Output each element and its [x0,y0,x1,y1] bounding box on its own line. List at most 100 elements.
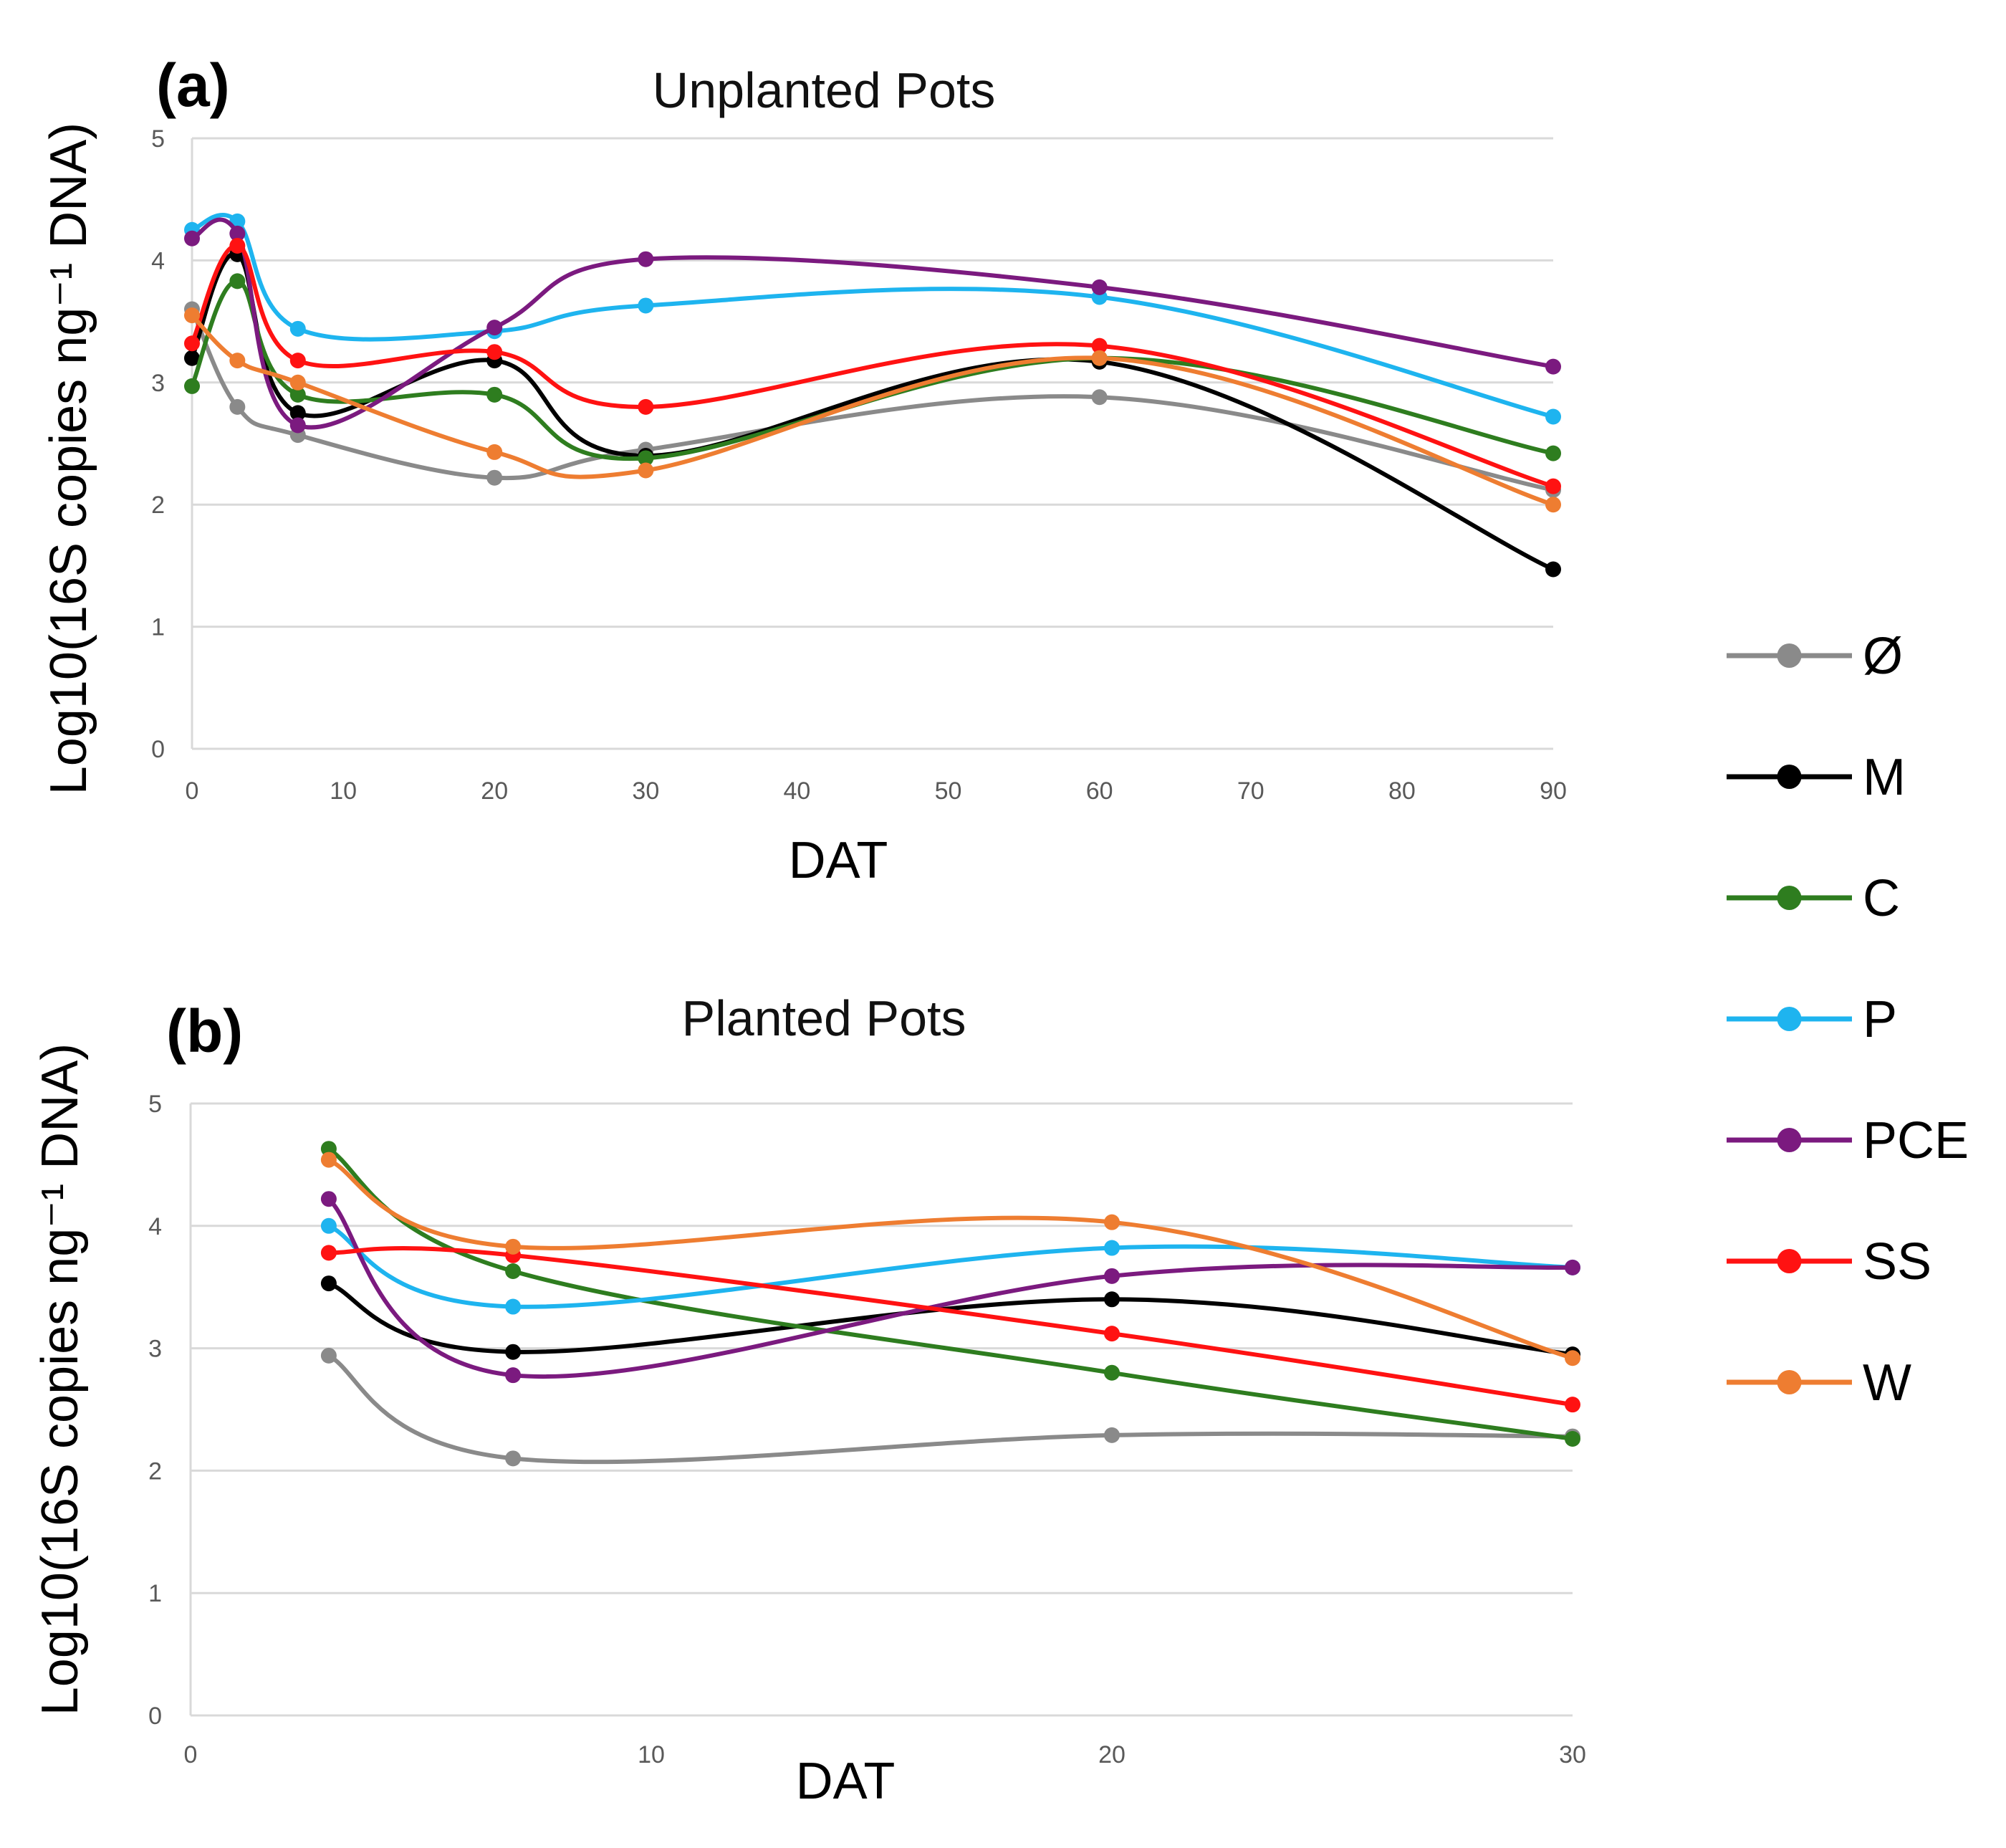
data-point-Ø-3 [320,1347,337,1364]
y-tick-label: 1 [151,614,165,641]
legend-item-C: C [1727,870,1900,927]
y-tick-label: 1 [148,1580,162,1607]
data-point-W-0 [184,307,200,324]
legend-marker [1777,643,1802,668]
data-point-C-7 [289,386,306,403]
panel-a-title: Unplanted Pots [653,62,996,118]
data-point-PCE-3 [229,225,246,241]
data-point-C-7 [505,1263,522,1279]
legend-label: Ø [1863,628,1903,685]
legend-marker [1777,1249,1802,1273]
series-SS [184,237,1561,494]
y-tick-label: 5 [148,1091,162,1118]
legend-label: PCE [1863,1112,1969,1169]
data-point-SS-20 [1104,1326,1120,1342]
panel-a-y-ticks: 0 1 2 3 4 5 [151,125,165,763]
data-point-PCE-3 [320,1191,337,1207]
y-tick-label: 2 [151,492,165,519]
data-point-PCE-7 [505,1367,522,1384]
y-tick-label: 3 [148,1336,162,1363]
series-line-PCE [191,217,1554,430]
data-point-M-7 [289,405,306,421]
legend-label: C [1863,870,1900,927]
data-point-PCE-0 [184,230,200,246]
data-point-P-3 [320,1217,337,1234]
data-point-PCE-30 [638,251,654,267]
series-line-SS [190,244,1554,489]
series-line-SS [328,1245,1573,1407]
panel-b-planted: (b) Planted Pots Log10(16S copies ng⁻¹ D… [32,990,1586,1810]
data-point-W-30 [1565,1350,1580,1366]
series-P [320,1217,1580,1315]
data-point-M-90 [1545,561,1561,578]
data-point-P-7 [289,320,306,337]
data-point-C-30 [1565,1430,1580,1447]
legend-marker [1777,1128,1802,1152]
data-point-Ø-60 [1091,389,1108,406]
series-line-C [327,1146,1573,1441]
series-line-W [190,313,1554,507]
legend-item-PCE: PCE [1727,1112,1969,1169]
panel-b-x-axis-label: DAT [796,1753,896,1810]
x-tick-label: 70 [1237,777,1264,805]
x-tick-label: 30 [1559,1741,1586,1768]
data-point-P-20 [1104,1240,1120,1256]
data-point-Ø-20 [1104,1427,1120,1443]
data-point-PCE-7 [289,417,306,434]
series-W [184,307,1561,513]
data-point-C-0 [184,378,200,394]
panel-a-x-ticks: 0 10 20 30 40 50 60 70 80 90 [186,777,1567,805]
y-tick-label: 5 [151,125,165,153]
data-point-W-30 [638,462,654,479]
legend-label: M [1863,749,1906,806]
panel-b-y-ticks: 0 1 2 3 4 5 [148,1091,162,1730]
legend-marker [1777,765,1802,789]
data-point-PCE-20 [1104,1268,1120,1284]
panel-a-gridlines [191,137,1553,750]
data-point-PCE-30 [1565,1259,1580,1275]
series-SS [320,1245,1580,1413]
data-point-SS-20 [486,344,503,360]
series-line-Ø [190,308,1554,492]
legend-label: SS [1863,1233,1931,1291]
data-point-SS-30 [1565,1397,1580,1413]
legend-marker [1777,1007,1802,1031]
data-point-W-90 [1545,497,1561,513]
data-point-W-60 [1091,350,1108,366]
data-point-SS-30 [638,398,654,415]
panel-b-y-axis-label: Log10(16S copies ng⁻¹ DNA) [32,1043,89,1716]
y-tick-label: 0 [148,1703,162,1730]
series-line-W [327,1157,1573,1361]
legend-item-Ø: Ø [1727,628,1903,685]
y-tick-label: 3 [151,370,165,397]
panel-a-unplanted: (a) Unplanted Pots Log10(16S copies ng⁻¹… [40,52,1567,889]
series-PCE [184,217,1561,434]
legend-marker [1777,1370,1802,1394]
data-point-PCE-60 [1091,279,1108,295]
data-point-P-7 [505,1298,522,1315]
x-tick-label: 90 [1540,777,1567,805]
data-point-W-7 [289,374,306,391]
x-tick-label: 50 [935,777,962,805]
data-point-W-20 [1104,1214,1120,1230]
x-tick-label: 20 [481,777,508,805]
x-tick-label: 20 [1098,1741,1126,1768]
series-line-Ø [327,1354,1573,1465]
data-point-SS-7 [289,353,306,369]
data-point-P-30 [638,297,654,314]
y-tick-label: 0 [151,736,165,763]
legend-item-M: M [1727,749,1906,806]
series-C [184,273,1561,466]
series-PCE [320,1191,1580,1384]
data-point-PCE-90 [1545,358,1561,375]
data-point-C-20 [1104,1364,1120,1381]
legend-item-W: W [1727,1354,1911,1412]
x-tick-label: 60 [1086,777,1113,805]
data-point-P-90 [1545,408,1561,425]
data-point-Ø-7 [505,1450,522,1467]
legend-item-SS: SS [1727,1233,1931,1291]
x-tick-label: 80 [1388,777,1416,805]
data-point-SS-90 [1545,478,1561,494]
series-line-P [191,213,1554,419]
